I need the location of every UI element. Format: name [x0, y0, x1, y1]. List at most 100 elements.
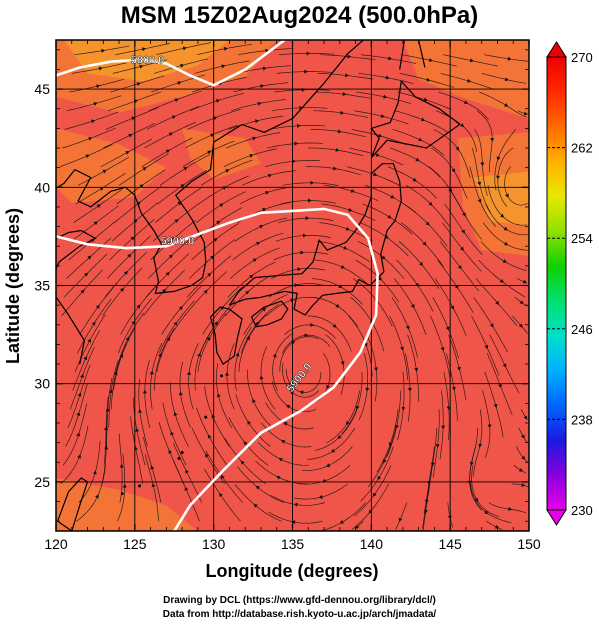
streamline-arrow — [365, 387, 370, 392]
streamline-arrow — [519, 300, 524, 305]
streamline-arrow — [76, 411, 81, 416]
streamline — [76, 465, 106, 522]
streamline — [358, 353, 369, 421]
streamline-arrow — [368, 509, 373, 514]
wind-streamlines — [59, 42, 529, 531]
streamline-arrow — [504, 77, 509, 82]
streamline-arrow — [220, 474, 225, 480]
streamline-arrow — [355, 405, 360, 410]
streamline-arrow — [454, 284, 459, 289]
streamline — [157, 170, 207, 205]
streamline-arrow — [123, 270, 128, 276]
warm-patch — [56, 478, 198, 531]
streamline-arrow — [235, 352, 240, 357]
island — [220, 374, 224, 378]
streamline — [236, 466, 284, 503]
streamline — [319, 502, 367, 531]
streamline-arrow — [480, 162, 485, 167]
streamline — [386, 390, 401, 458]
streamline-arrow — [225, 169, 230, 173]
streamline-arrow — [221, 64, 226, 69]
coastline — [57, 477, 89, 531]
streamline-arrow — [141, 47, 146, 52]
streamline-arrow — [388, 56, 393, 61]
x-tick-label: 135 — [281, 536, 305, 552]
streamline — [476, 110, 493, 172]
streamline-arrow — [374, 367, 379, 372]
streamline-arrow — [462, 212, 466, 217]
streamline-arrow — [216, 393, 221, 398]
streamline — [117, 298, 152, 354]
colorbar-gradient — [546, 56, 567, 511]
streamline-arrow — [255, 321, 259, 326]
streamline-arrow — [461, 229, 465, 234]
colorbar-tick-label: 230 — [571, 503, 593, 518]
streamline-arrow — [128, 133, 133, 138]
streamline-arrow — [495, 300, 500, 305]
streamline — [79, 283, 118, 335]
streamline-arrow — [247, 420, 252, 425]
coastline — [56, 40, 364, 365]
streamline-arrow — [83, 355, 88, 361]
streamline-arrow — [304, 333, 309, 338]
streamline — [65, 383, 88, 447]
streamline-arrow — [184, 486, 189, 491]
streamline — [179, 361, 192, 429]
streamline-arrow — [180, 63, 185, 68]
streamline — [238, 314, 267, 372]
streamline-arrow — [400, 346, 404, 351]
streamline-arrow — [222, 186, 227, 190]
streamline-arrow — [168, 132, 174, 137]
streamline — [396, 259, 434, 312]
streamline — [240, 304, 279, 354]
streamline — [158, 421, 185, 485]
streamline — [60, 425, 89, 485]
streamline — [74, 314, 106, 373]
streamline — [228, 416, 269, 466]
streamline-arrow — [180, 184, 185, 188]
streamline-arrow — [182, 46, 187, 51]
streamline — [393, 278, 427, 335]
streamline-arrow — [490, 138, 495, 142]
streamline-arrow — [151, 483, 156, 488]
streamline-arrow — [173, 321, 178, 326]
streamline — [158, 300, 195, 354]
x-tick-label: 145 — [438, 536, 462, 552]
streamline — [152, 203, 200, 242]
streamline — [145, 253, 190, 298]
streamline-arrow — [355, 524, 360, 529]
streamline-arrow — [388, 442, 393, 447]
streamline-arrow — [503, 226, 508, 231]
streamline — [247, 369, 274, 429]
streamline — [471, 315, 500, 376]
streamline-arrow — [448, 188, 452, 193]
streamline-arrow — [426, 77, 431, 82]
streamline-arrow — [142, 389, 147, 394]
streamline-arrow — [375, 152, 380, 157]
streamline-arrow — [310, 322, 315, 327]
streamline-arrow — [93, 221, 98, 226]
x-tick-label: 130 — [202, 536, 226, 552]
streamline-arrow — [165, 272, 170, 277]
streamline-arrow — [286, 404, 291, 409]
streamline-arrow — [139, 184, 144, 189]
streamline — [111, 202, 159, 242]
streamline-arrow — [76, 432, 81, 437]
streamline-arrow — [335, 303, 340, 308]
streamline-arrow — [102, 169, 107, 174]
streamline-arrow — [507, 56, 512, 61]
streamline-arrow — [346, 420, 350, 426]
streamline — [478, 259, 526, 298]
streamline — [186, 255, 232, 298]
streamline-arrow — [420, 117, 426, 122]
streamline — [518, 427, 527, 443]
streamline-arrow — [130, 236, 135, 241]
streamline-arrow — [340, 264, 345, 269]
streamline-arrow — [435, 444, 440, 448]
streamline-arrow — [291, 520, 296, 525]
streamline — [62, 403, 88, 466]
streamline — [68, 221, 116, 261]
streamline — [155, 186, 203, 223]
streamline — [431, 147, 468, 199]
streamline — [482, 390, 491, 458]
